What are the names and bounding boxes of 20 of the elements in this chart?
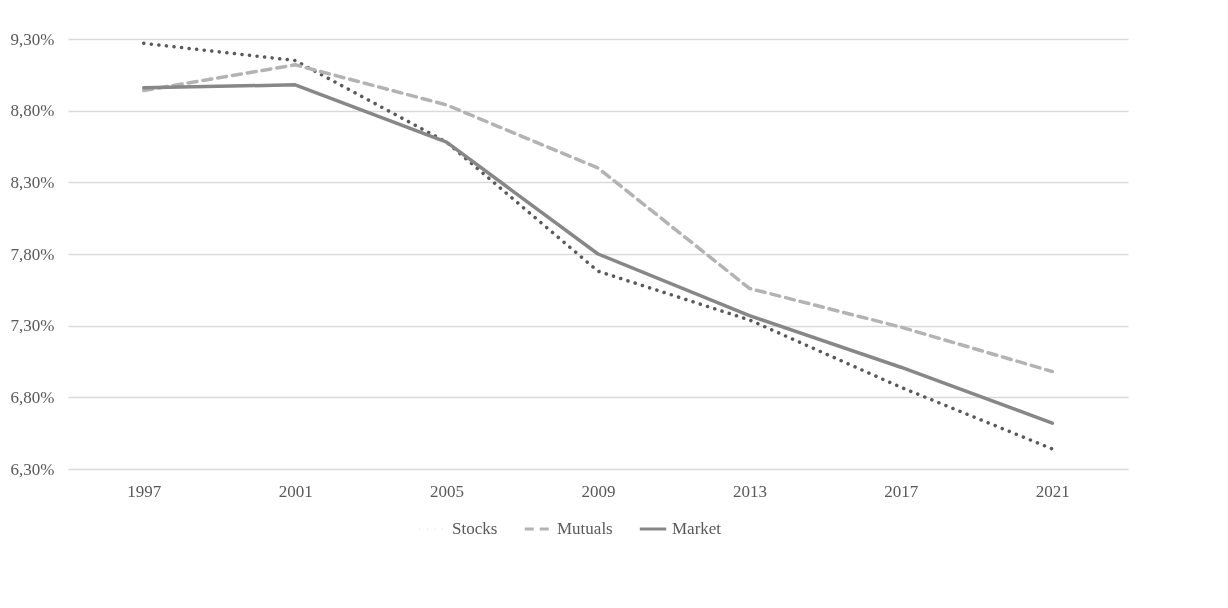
line-series	[141, 63, 1055, 374]
y-tick-label: 9,30%	[10, 29, 55, 49]
x-tick-label: 1997	[127, 481, 162, 501]
line-series	[141, 83, 1055, 425]
x-tick-label: 2017	[884, 481, 919, 501]
y-tick-label: 6,30%	[10, 459, 55, 479]
x-tick-label: 2013	[732, 481, 767, 501]
y-tick-label: 8,80%	[10, 101, 55, 121]
x-tick-label: 2001	[278, 481, 313, 501]
x-tick-label: 2005	[430, 481, 465, 501]
legend-label: Market	[672, 519, 722, 538]
y-tick-label: 6,80%	[10, 387, 55, 407]
y-tick-label: 7,80%	[10, 244, 55, 264]
line-series	[141, 41, 1055, 451]
y-tick-label: 8,30%	[10, 172, 55, 192]
y-tick-label: 7,30%	[10, 316, 55, 336]
x-tick-label: 2021	[1035, 481, 1070, 501]
legend-label: Stocks	[452, 519, 498, 538]
x-tick-label: 2009	[581, 481, 616, 501]
legend-label: Mutuals	[557, 519, 613, 538]
